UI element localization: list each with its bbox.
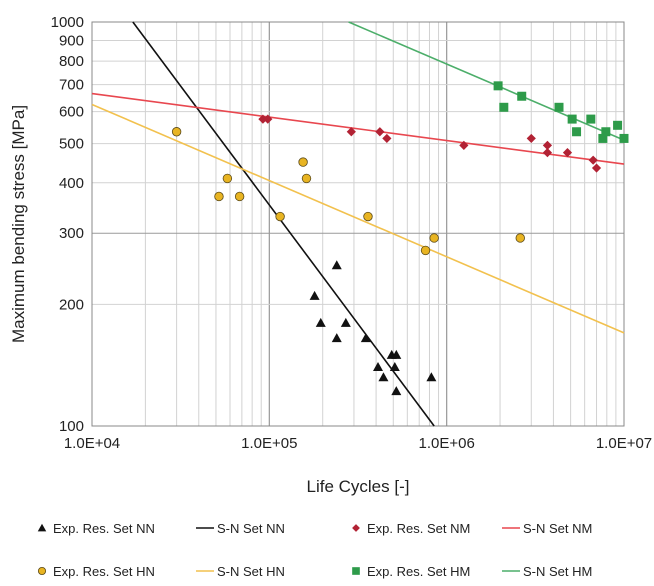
- point-exp-res-set-nm: [526, 133, 536, 144]
- point-exp-res-set-nm: [263, 114, 273, 124]
- y-tick-label: 800: [59, 53, 84, 70]
- point-exp-res-set-nn: [315, 317, 326, 327]
- point-exp-res-set-nn: [340, 317, 351, 327]
- point-exp-res-set-hn: [298, 157, 308, 167]
- plot-area: [91, 21, 625, 427]
- grid: [91, 21, 625, 427]
- x-axis-label: Life Cycles [-]: [307, 477, 410, 496]
- legend-label: S-N Set HM: [523, 564, 592, 579]
- legend-label: Exp. Res. Set HM: [367, 564, 470, 579]
- point-exp-res-set-nm: [346, 127, 356, 137]
- point-exp-res-set-nn: [426, 372, 437, 382]
- point-exp-res-set-nn: [391, 386, 402, 396]
- point-exp-res-set-hn: [171, 127, 182, 137]
- point-exp-res-set-nm: [258, 114, 268, 124]
- point-exp-res-set-nn: [373, 361, 384, 371]
- point-exp-res-set-nn: [309, 290, 320, 300]
- point-exp-res-set-hn: [214, 191, 224, 202]
- point-exp-res-set-hm: [517, 91, 527, 101]
- point-exp-res-set-hn: [234, 191, 245, 202]
- legend-label: S-N Set NM: [523, 521, 592, 536]
- point-exp-res-set-hn: [515, 233, 525, 243]
- x-tick-labels: 1.0E+04 1.0E+05 1.0E+06 1.0E+07: [64, 435, 652, 452]
- point-exp-res-set-hm: [499, 102, 509, 112]
- legend-label: Exp. Res. Set NM: [367, 521, 470, 536]
- x-tick-label: 1.0E+06: [419, 435, 475, 452]
- line-s-n-set-hm: [348, 21, 625, 141]
- y-tick-label: 1000: [51, 14, 84, 31]
- data-points: [171, 81, 629, 396]
- point-exp-res-set-hm: [586, 114, 596, 124]
- legend-label: S-N Set NN: [217, 521, 285, 536]
- point-exp-res-set-nm: [542, 140, 553, 150]
- point-exp-res-set-nn: [360, 333, 371, 343]
- y-tick-label: 100: [59, 418, 84, 435]
- point-exp-res-set-nn: [391, 349, 402, 359]
- y-tick-label: 900: [59, 32, 84, 49]
- y-axis-label: Maximum bending stress [MPa]: [9, 105, 28, 343]
- legend-entry-exp-res-set-nn: Exp. Res. Set NN: [37, 521, 155, 536]
- point-exp-res-set-hn: [363, 211, 373, 222]
- point-exp-res-set-nn: [331, 333, 342, 343]
- point-exp-res-set-hm: [598, 133, 608, 143]
- y-tick-label: 200: [59, 296, 84, 313]
- legend-swatch-exp-res-set-hn: [37, 566, 47, 576]
- legend-entry-exp-res-set-hm: Exp. Res. Set HM: [352, 564, 470, 579]
- legend: Exp. Res. Set NN S-N Set NN Exp. Res. Set …: [37, 521, 592, 579]
- point-exp-res-set-nm: [375, 127, 385, 137]
- point-exp-res-set-nm: [542, 148, 553, 158]
- line-s-n-set-nm: [91, 92, 625, 165]
- legend-label: S-N Set HN: [217, 564, 285, 579]
- line-s-n-set-hn: [91, 103, 625, 334]
- point-exp-res-set-hm: [613, 120, 623, 130]
- legend-entry-s-n-set-hm: S-N Set HM: [502, 564, 592, 579]
- x-tick-label: 1.0E+05: [241, 435, 297, 452]
- legend-swatch-exp-res-set-nm: [352, 524, 360, 532]
- point-exp-res-set-hm: [554, 102, 564, 112]
- line-s-n-set-nn: [132, 21, 435, 427]
- legend-label: Exp. Res. Set NN: [53, 521, 155, 536]
- point-exp-res-set-hn: [429, 233, 439, 243]
- point-exp-res-set-nn: [389, 361, 400, 371]
- point-exp-res-set-hm: [601, 127, 611, 137]
- point-exp-res-set-hm: [567, 114, 577, 124]
- legend-entry-s-n-set-nm: S-N Set NM: [502, 521, 592, 536]
- x-tick-label: 1.0E+07: [596, 435, 652, 452]
- y-tick-label: 500: [59, 136, 84, 153]
- y-tick-label: 300: [59, 225, 84, 242]
- point-exp-res-set-hm: [619, 133, 629, 143]
- point-exp-res-set-nm: [459, 140, 469, 150]
- point-exp-res-set-hn: [301, 173, 312, 184]
- legend-label: Exp. Res. Set HN: [53, 564, 155, 579]
- point-exp-res-set-nm: [562, 148, 573, 158]
- legend-swatch-exp-res-set-hm: [352, 567, 360, 575]
- point-exp-res-set-nn: [331, 260, 342, 270]
- x-tick-label: 1.0E+04: [64, 435, 120, 452]
- point-exp-res-set-hm: [572, 127, 582, 137]
- point-exp-res-set-hn: [275, 211, 285, 222]
- legend-entry-s-n-set-hn: S-N Set HN: [196, 564, 285, 579]
- y-tick-label: 400: [59, 175, 84, 192]
- y-tick-label: 700: [59, 77, 84, 94]
- y-tick-label: 600: [59, 104, 84, 121]
- point-exp-res-set-nm: [591, 163, 602, 173]
- point-exp-res-set-hn: [222, 173, 233, 184]
- point-exp-res-set-nn: [378, 372, 389, 382]
- point-exp-res-set-hn: [420, 245, 431, 256]
- point-exp-res-set-nm: [588, 155, 598, 165]
- point-exp-res-set-nm: [382, 133, 392, 144]
- legend-entry-exp-res-set-hn: Exp. Res. Set HN: [37, 564, 155, 579]
- sn-lines: [91, 21, 625, 427]
- point-exp-res-set-hm: [493, 81, 503, 91]
- legend-swatch-exp-res-set-nn: [37, 523, 47, 532]
- legend-entry-s-n-set-nn: S-N Set NN: [196, 521, 285, 536]
- legend-entry-exp-res-set-nm: Exp. Res. Set NM: [352, 521, 470, 536]
